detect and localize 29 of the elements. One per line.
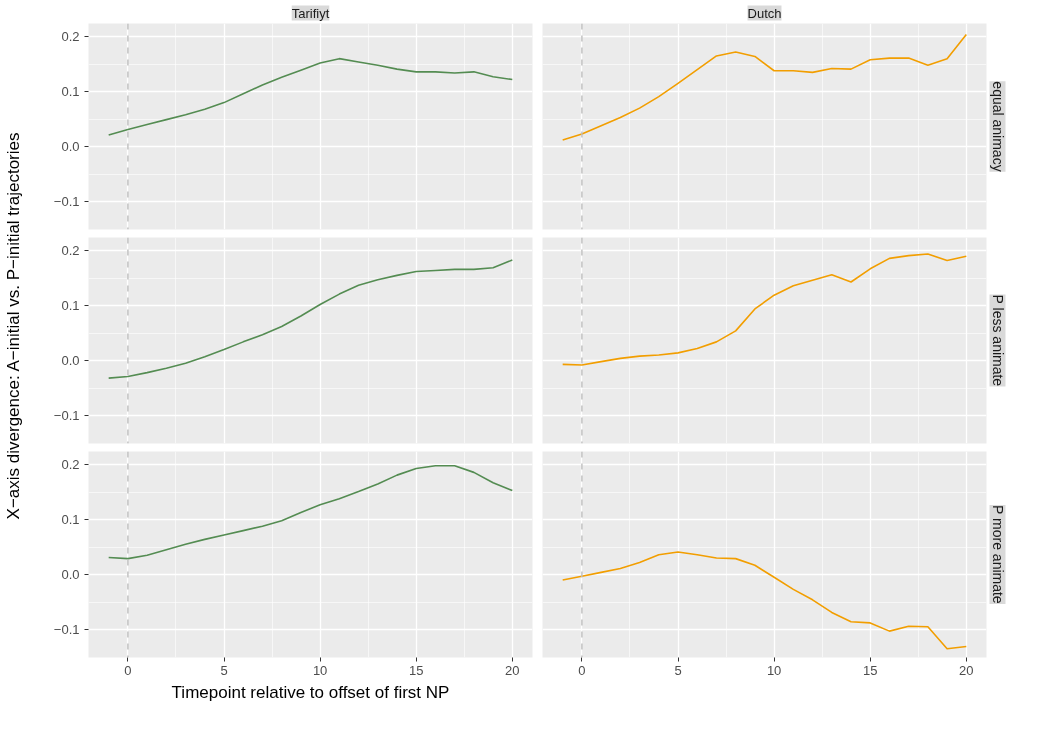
- y-tick-label: −0.1: [53, 407, 80, 423]
- y2-axis-title: P less animate: [989, 294, 1006, 387]
- y2-axis-title: P more animate: [989, 505, 1006, 604]
- x-tick-label: 20: [959, 662, 974, 678]
- x-tick-label: 15: [862, 662, 878, 678]
- chart-title: Dutch: [747, 5, 782, 21]
- y2-axis-title: equal animacy: [989, 81, 1006, 172]
- y-tick-label: −0.1: [53, 621, 80, 637]
- y-tick-label: 0.0: [61, 139, 80, 155]
- y-tick-label: 0.1: [61, 298, 80, 314]
- y-tick-label: 0.0: [61, 353, 80, 369]
- x-tick-label: 10: [766, 662, 782, 678]
- x-tick-label: 20: [505, 662, 520, 678]
- x-tick-label: 0: [578, 662, 586, 678]
- y-tick-label: −0.1: [53, 193, 80, 209]
- x-tick-label: 10: [312, 662, 328, 678]
- y-tick-label: 0.1: [61, 84, 80, 100]
- y-tick-label: 0.2: [61, 243, 80, 259]
- chart-title: Tarifiyt: [291, 5, 330, 21]
- y-axis-title: X−axis divergence: A−initial vs. P−initial trajectories: [3, 132, 23, 520]
- y-tick-label: 0.1: [61, 512, 80, 528]
- y-tick-label: 0.0: [61, 567, 80, 583]
- x-tick-label: 15: [408, 662, 424, 678]
- y-tick-label: 0.2: [61, 29, 80, 45]
- x-tick-label: 0: [124, 662, 132, 678]
- x-tick-label: 5: [220, 662, 228, 678]
- x-axis-title: Timepoint relative to offset of first NP: [171, 682, 450, 702]
- x-tick-label: 5: [674, 662, 682, 678]
- y-tick-label: 0.2: [61, 457, 80, 473]
